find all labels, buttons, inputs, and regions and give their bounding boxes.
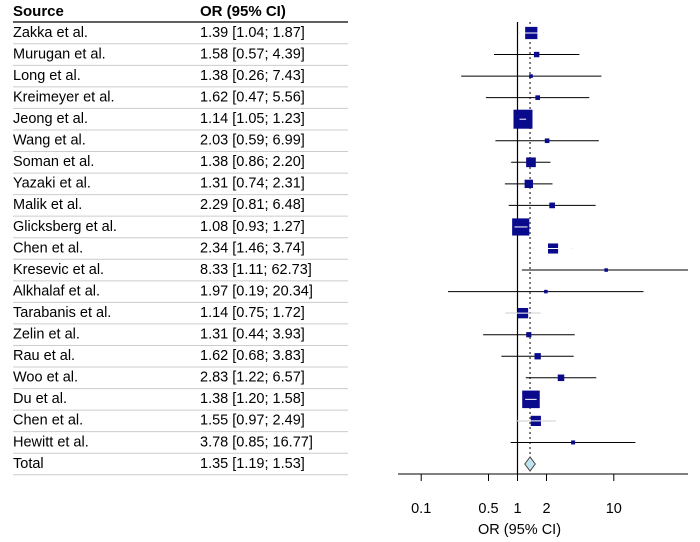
- effect-square: [533, 51, 540, 58]
- study-name: Long et al.: [13, 68, 81, 84]
- study-estimate: 1.55 [0.97; 2.49]: [200, 413, 305, 429]
- effect-square: [526, 332, 532, 338]
- effect-square: [571, 440, 576, 445]
- effect-square: [534, 353, 541, 360]
- study-name: Yazaki et al.: [13, 176, 91, 192]
- study-estimate: 1.62 [0.68; 3.83]: [200, 348, 305, 364]
- study-name: Chen et al.: [13, 240, 83, 256]
- study-name: Soman et al.: [13, 154, 94, 170]
- study-name: Woo et al.: [13, 370, 78, 386]
- effect-square: [526, 157, 536, 168]
- study-name: Murugan et al.: [13, 46, 106, 62]
- study-name: Kresevic et al.: [13, 262, 104, 278]
- pooled-diamond: [524, 456, 536, 472]
- study-name: Jeong et al.: [13, 111, 88, 127]
- x-axis: 0.1 0.5 1 2 10 OR (95% CI): [398, 473, 688, 538]
- effect-square: [549, 202, 555, 209]
- total-estimate: 1.35 [1.19; 1.53]: [200, 456, 305, 472]
- study-table: Source OR (95% CI) Zakka et al. 1.39 [1.04;…: [13, 3, 348, 476]
- header-source: Source: [13, 3, 64, 20]
- study-estimate: 1.58 [0.57; 4.39]: [200, 46, 305, 62]
- x-tick-label: 0.5: [478, 501, 498, 517]
- study-estimate: 2.83 [1.22; 6.57]: [200, 370, 305, 386]
- study-estimate: 3.78 [0.85; 16.77]: [200, 434, 313, 450]
- study-estimate: 1.39 [1.04; 1.87]: [200, 25, 305, 41]
- plot-area: [448, 22, 688, 474]
- study-estimate: 1.08 [0.93; 1.27]: [200, 219, 305, 235]
- x-tick-label: 0.1: [411, 501, 431, 517]
- study-estimate: 1.14 [1.05; 1.23]: [200, 111, 305, 127]
- study-estimate: 1.31 [0.44; 3.93]: [200, 327, 305, 343]
- study-estimate: 2.29 [0.81; 6.48]: [200, 197, 305, 213]
- study-estimate: 1.38 [1.20; 1.58]: [200, 391, 305, 407]
- effect-square: [544, 289, 548, 294]
- study-estimate: 1.97 [0.19; 20.34]: [200, 283, 313, 299]
- x-tick-label: 1: [513, 501, 521, 517]
- study-name: Glicksberg et al.: [13, 219, 117, 235]
- study-name: Wang et al.: [13, 133, 86, 149]
- effect-square: [524, 179, 533, 189]
- study-name: Hewitt et al.: [13, 434, 89, 450]
- x-axis-title: OR (95% CI): [478, 522, 561, 538]
- effect-square: [544, 138, 550, 144]
- study-name: Alkhalaf et al.: [13, 283, 100, 299]
- study-name: Zakka et al.: [13, 25, 88, 41]
- study-estimate: 8.33 [1.11; 62.73]: [200, 262, 312, 278]
- header-estimate: OR (95% CI): [200, 3, 286, 20]
- study-estimate: 1.31 [0.74; 2.31]: [200, 176, 305, 192]
- study-estimate: 1.38 [0.86; 2.20]: [200, 154, 305, 170]
- study-estimate: 2.03 [0.59; 6.99]: [200, 133, 305, 149]
- study-name: Rau et al.: [13, 348, 75, 364]
- effect-square: [557, 374, 565, 382]
- study-name: Tarabanis et al.: [13, 305, 111, 321]
- x-tick-label: 2: [542, 501, 550, 517]
- study-estimate: 1.62 [0.47; 5.56]: [200, 89, 305, 105]
- study-name: Zelin et al.: [13, 327, 80, 343]
- effect-square: [529, 74, 533, 78]
- effect-square: [535, 95, 540, 100]
- total-label: Total: [13, 456, 44, 472]
- study-estimate: 1.14 [0.75; 1.72]: [200, 305, 305, 321]
- effect-square: [604, 268, 608, 272]
- study-estimate: 1.38 [0.26; 7.43]: [200, 68, 305, 84]
- x-tick-label: 10: [606, 501, 622, 517]
- study-name: Du et al.: [13, 391, 67, 407]
- study-name: Chen et al.: [13, 413, 83, 429]
- study-estimate: 2.34 [1.46; 3.74]: [200, 240, 305, 256]
- study-name: Malik et al.: [13, 197, 82, 213]
- study-name: Kreimeyer et al.: [13, 89, 115, 105]
